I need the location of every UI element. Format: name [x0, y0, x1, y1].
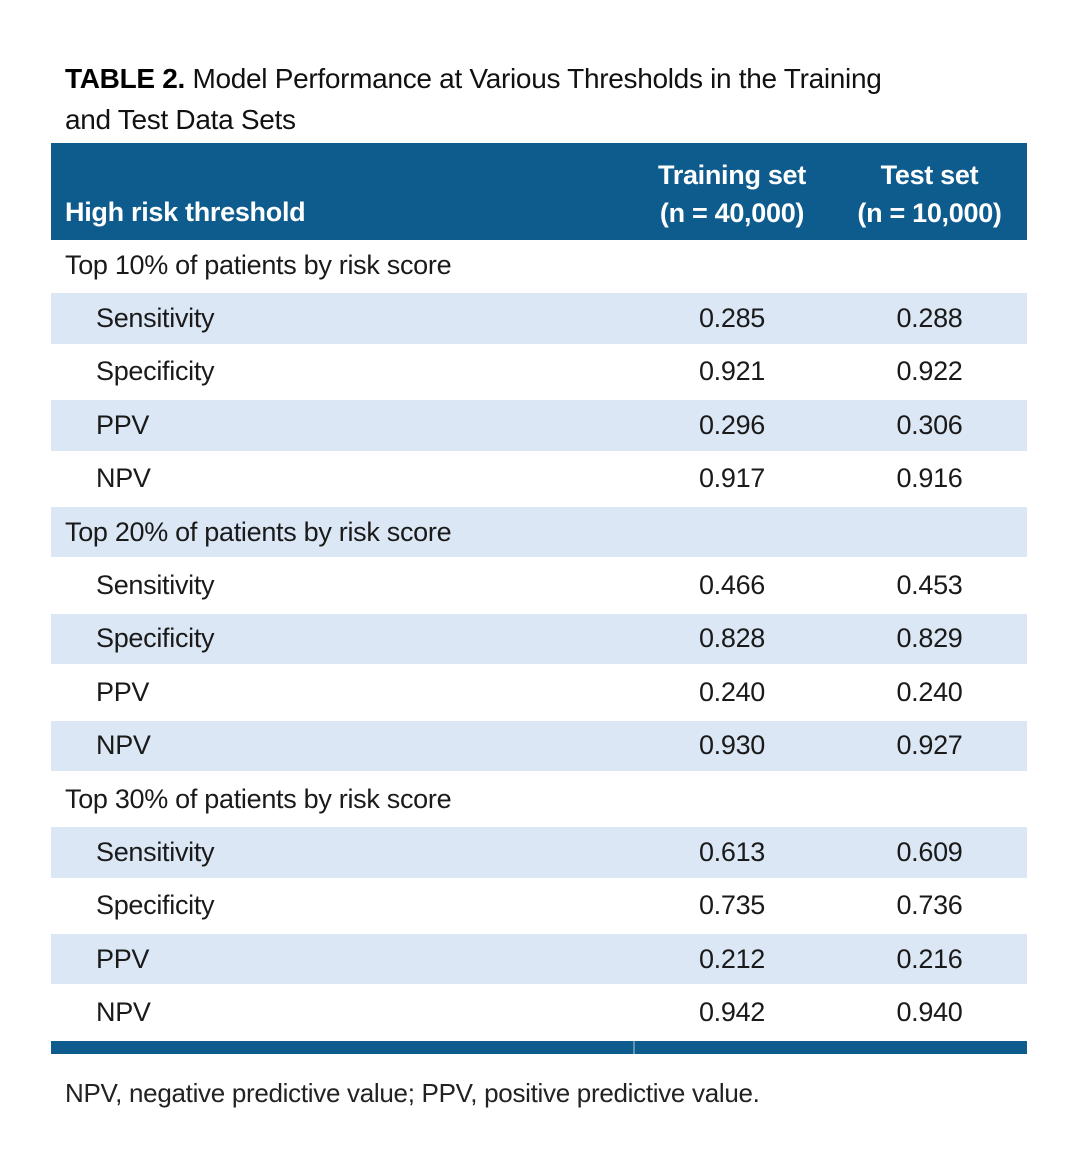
metric-label: NPV	[96, 463, 151, 494]
table-row-ppv: PPV 0.296 0.306	[51, 400, 1027, 451]
training-value: 0.466	[698, 570, 766, 601]
section-heading: Top 20% of patients by risk score	[65, 516, 452, 547]
table-row-ppv: PPV 0.212 0.216	[51, 934, 1027, 985]
test-value: 0.609	[896, 836, 963, 867]
training-set-label: Training set	[658, 160, 806, 190]
training-value: 0.296	[698, 409, 766, 440]
test-value: 0.240	[896, 676, 963, 707]
metric-label: Sensitivity	[96, 836, 215, 867]
metric-label: Specificity	[96, 623, 215, 654]
test-value: 0.288	[896, 303, 963, 334]
table-row-specificity: Specificity 0.828 0.829	[51, 613, 1027, 665]
table-title-line-1: Model Performance at Various Thresholds …	[192, 63, 882, 94]
metric-label: PPV	[96, 676, 150, 707]
metric-label: Specificity	[96, 890, 215, 921]
training-value: 0.212	[698, 943, 766, 974]
table-row-specificity: Specificity 0.735 0.736	[51, 881, 1027, 931]
test-value: 0.216	[896, 943, 963, 974]
metric-label: PPV	[96, 943, 150, 974]
training-set-n: (n = 40,000)	[659, 198, 805, 228]
column-header-test-set: Test set (n = 10,000)	[832, 143, 1027, 240]
table-number-label: TABLE 2.	[65, 63, 185, 94]
section-row-top-30: Top 30% of patients by risk score	[51, 774, 1027, 824]
table-bottom-rule	[51, 1040, 1027, 1054]
training-value: 0.828	[698, 623, 766, 654]
metric-label: NPV	[96, 730, 151, 761]
table-header-row: High risk threshold Training set (n = 40…	[51, 143, 1027, 240]
table-row-specificity: Specificity 0.921 0.922	[51, 347, 1027, 397]
metric-label: PPV	[96, 409, 150, 440]
page-title: TABLE 2. Model Performance at Various Th…	[65, 58, 995, 140]
table-title-line-2: and Test Data Sets	[65, 104, 296, 135]
table-row-npv: NPV 0.917 0.916	[51, 454, 1027, 504]
test-value: 0.453	[896, 570, 963, 601]
footnote: NPV, negative predictive value; PPV, pos…	[65, 1077, 760, 1108]
table-row-sensitivity: Sensitivity 0.285 0.288	[51, 293, 1027, 344]
training-value: 0.930	[698, 730, 766, 761]
section-heading: Top 10% of patients by risk score	[65, 249, 452, 280]
column-header-high-risk-threshold: High risk threshold	[65, 197, 306, 227]
training-value: 0.942	[698, 997, 766, 1028]
section-row-top-20: Top 20% of patients by risk score	[51, 506, 1027, 558]
metric-label: Sensitivity	[96, 303, 215, 334]
test-value: 0.916	[896, 463, 963, 494]
performance-table: High risk threshold Training set (n = 40…	[51, 143, 1027, 1109]
test-value: 0.306	[896, 409, 963, 440]
test-value: 0.736	[896, 890, 963, 921]
test-value: 0.927	[896, 730, 963, 761]
training-value: 0.917	[698, 463, 766, 494]
table-row-npv: NPV 0.930 0.927	[51, 720, 1027, 771]
column-header-training-set: Training set (n = 40,000)	[632, 143, 832, 240]
training-value: 0.240	[698, 676, 766, 707]
training-value: 0.613	[698, 836, 766, 867]
test-set-n: (n = 10,000)	[857, 198, 1002, 228]
metric-label: Sensitivity	[96, 570, 215, 601]
bottom-rule-divider	[633, 1040, 635, 1054]
test-value: 0.829	[896, 623, 963, 654]
training-value: 0.285	[698, 303, 766, 334]
section-heading: Top 30% of patients by risk score	[65, 783, 452, 814]
training-value: 0.735	[698, 890, 766, 921]
test-value: 0.922	[896, 356, 963, 387]
bottom-rule-left-segment	[51, 1040, 633, 1054]
table-row-sensitivity: Sensitivity 0.466 0.453	[51, 560, 1027, 610]
bottom-rule-right-segment	[635, 1040, 1027, 1054]
table-row-sensitivity: Sensitivity 0.613 0.609	[51, 827, 1027, 878]
table-row-ppv: PPV 0.240 0.240	[51, 667, 1027, 717]
training-value: 0.921	[698, 356, 766, 387]
table-body: Top 10% of patients by risk score Sensit…	[51, 240, 1027, 1038]
metric-label: NPV	[96, 997, 151, 1028]
section-row-top-10: Top 10% of patients by risk score	[51, 240, 1027, 290]
test-set-label: Test set	[880, 160, 979, 190]
metric-label: Specificity	[96, 356, 215, 387]
test-value: 0.940	[896, 997, 963, 1028]
table-row-npv: NPV 0.942 0.940	[51, 987, 1027, 1037]
